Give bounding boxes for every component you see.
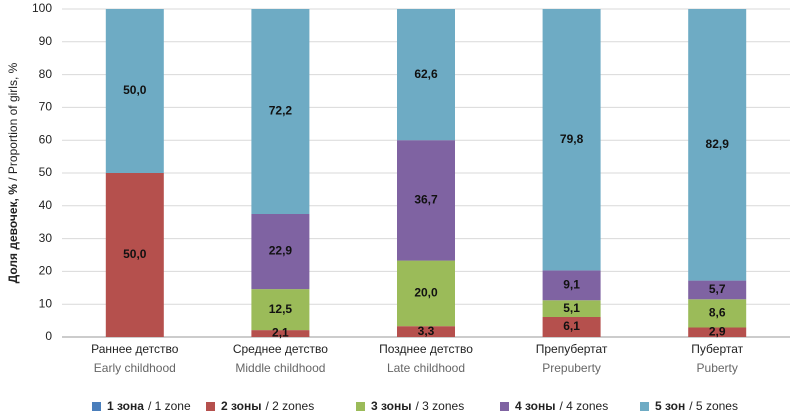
bar-segment — [542, 316, 601, 337]
bar-segment — [397, 260, 455, 327]
bar-segment — [542, 270, 601, 301]
legend-name: 1 зона — [107, 399, 144, 413]
bar-segment — [688, 280, 747, 300]
legend-name-en: / 3 zones — [416, 399, 465, 413]
legend-swatch — [206, 402, 215, 411]
y-tick-label: 50 — [39, 165, 53, 179]
data-label: 9,1 — [563, 278, 580, 292]
data-label: 36,7 — [414, 193, 438, 207]
x-tick-label: Среднее детство — [233, 342, 328, 356]
bar-segment — [688, 299, 747, 328]
bar-segment — [251, 214, 310, 290]
y-tick-label: 90 — [39, 34, 53, 48]
bar-segment — [105, 173, 164, 337]
data-label: 82,9 — [706, 137, 730, 151]
bar-segment — [688, 327, 747, 337]
legend-swatch — [356, 402, 365, 411]
data-label: 12,5 — [269, 302, 293, 316]
legend-entry: 3 зоны / 3 zones — [371, 399, 464, 413]
legend-name-en: / 5 zones — [689, 399, 738, 413]
y-tick-label: 40 — [39, 198, 53, 212]
bar-segment — [542, 300, 601, 317]
x-tick-label-en: Puberty — [697, 361, 738, 375]
legend-entry: 1 зона / 1 zone — [107, 399, 191, 413]
data-label: 72,2 — [269, 104, 293, 118]
x-tick-label-en: Early childhood — [94, 361, 176, 375]
data-label: 50,0 — [123, 247, 147, 261]
bar-segment — [688, 9, 747, 281]
data-label: 22,9 — [269, 244, 293, 258]
y-axis-label: Доля девочек, % / Proportion of girls, % — [6, 62, 20, 283]
x-tick-label: Препубертат — [536, 342, 608, 356]
legend-name: 2 зоны — [221, 399, 262, 413]
legend-name-en: / 4 zones — [560, 399, 609, 413]
x-tick-label-en: Middle childhood — [235, 361, 325, 375]
bar-segment — [542, 9, 601, 271]
bar-segment — [397, 326, 455, 337]
data-label: 6,1 — [563, 319, 580, 333]
legend-name-en: / 2 zones — [266, 399, 315, 413]
legend-name-en: / 1 zone — [148, 399, 191, 413]
legend-entry: 4 зоны / 4 zones — [515, 399, 608, 413]
data-label: 3,3 — [418, 324, 435, 338]
x-tick-label: Пубертат — [691, 342, 743, 356]
x-tick-label-en: Late childhood — [387, 361, 465, 375]
y-tick-label: 10 — [39, 296, 53, 310]
bar-segment — [251, 289, 310, 331]
legend-swatch — [92, 402, 101, 411]
x-tick-label: Позднее детство — [379, 342, 473, 356]
legend-entry: 2 зоны / 2 zones — [221, 399, 314, 413]
data-label: 20,0 — [414, 286, 438, 300]
data-label: 5,1 — [563, 301, 580, 315]
bars — [105, 9, 747, 337]
data-label: 8,6 — [709, 306, 726, 320]
bar-segment — [397, 140, 455, 261]
data-label: 79,8 — [560, 132, 584, 146]
legend-name: 3 зоны — [371, 399, 412, 413]
y-tick-label: 70 — [39, 100, 53, 114]
bar-segment — [105, 9, 164, 173]
bar-segment — [251, 9, 310, 214]
x-tick-label: Раннее детство — [91, 342, 179, 356]
legend-swatch — [640, 402, 649, 411]
y-tick-label: 60 — [39, 132, 53, 146]
data-label: 2,1 — [272, 326, 289, 340]
y-tick-label: 20 — [39, 264, 53, 278]
legend-name: 4 зоны — [515, 399, 556, 413]
data-label: 2,9 — [709, 324, 726, 338]
x-tick-label-en: Prepuberty — [542, 361, 601, 375]
y-tick-label: 30 — [39, 231, 53, 245]
bar-segment — [397, 9, 455, 141]
data-label: 5,7 — [709, 282, 726, 296]
y-axis-label-ru: Доля девочек, % — [6, 184, 20, 284]
labels: 0 10 20 30 40 50 60 70 80 90 100 Раннее детство Earl… — [32, 1, 744, 413]
data-label: 62,6 — [414, 67, 438, 81]
legend-name: 5 зон — [655, 399, 685, 413]
y-tick-label: 0 — [45, 329, 52, 343]
legend-entry: 5 зон / 5 zones — [655, 399, 738, 413]
y-tick-label: 100 — [32, 1, 52, 15]
y-tick-label: 80 — [39, 67, 53, 81]
data-label: 50,0 — [123, 83, 147, 97]
y-axis-label-en: / Proportion of girls, % — [6, 62, 20, 180]
bar-segment — [251, 330, 310, 337]
legend-swatch — [500, 402, 509, 411]
